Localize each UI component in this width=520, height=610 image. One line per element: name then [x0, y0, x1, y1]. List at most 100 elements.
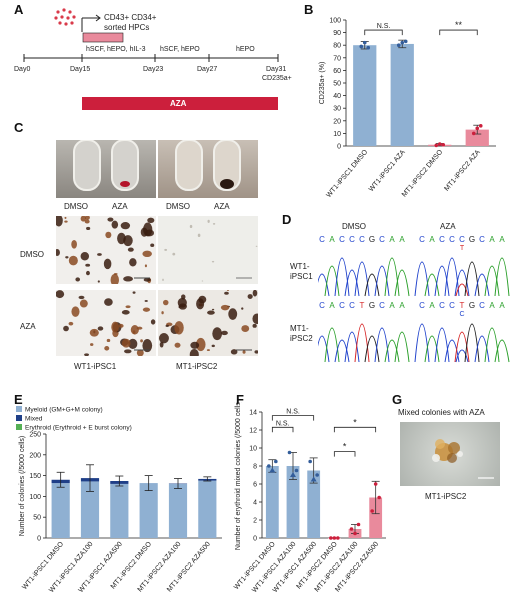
stain-spot	[64, 220, 68, 223]
y-tick-label: 0	[337, 144, 341, 151]
y-tick-label: 200	[29, 452, 41, 459]
trace-peak	[484, 265, 500, 297]
y-tick-label: 10	[249, 446, 257, 453]
stain-spot	[242, 350, 246, 354]
stain-spot	[80, 216, 87, 222]
base-call: A	[429, 235, 435, 244]
stain-spot	[140, 339, 143, 343]
day-label-3: Day27	[197, 66, 218, 73]
day-label-0: Day0	[14, 66, 31, 73]
stain-spot	[125, 305, 131, 309]
data-point	[315, 473, 319, 477]
trace-peak	[318, 273, 330, 297]
data-point	[267, 464, 271, 468]
bar	[369, 497, 383, 538]
bar	[307, 470, 321, 538]
trace-peak	[444, 339, 460, 363]
final-marker-label: CD235a+	[262, 75, 292, 82]
y-tick-label: 30	[333, 106, 341, 113]
stain-spot	[111, 220, 119, 229]
tube-label-4: AZA	[214, 202, 230, 211]
significance-label: **	[455, 20, 463, 30]
stain-spot	[63, 325, 69, 332]
stain-spot	[104, 346, 110, 351]
seq-row-label-mt-2: iPSC2	[290, 334, 313, 343]
stain-spot	[121, 338, 131, 348]
base-call: A	[429, 301, 435, 310]
y-tick-label: 60	[333, 68, 341, 75]
trace-peak	[364, 335, 380, 363]
stain-spot	[142, 339, 153, 353]
tube-photo-mt	[158, 140, 258, 198]
stain-spot	[189, 348, 199, 356]
chromatogram-panel: C A C C C G C A A C A C C C G C A ATC A C C T G C A A C A C C T G C A AC	[318, 235, 510, 363]
stain-spot	[111, 321, 119, 333]
base-call: G	[369, 301, 375, 310]
panel-label-e: E	[14, 392, 23, 407]
data-point	[471, 131, 476, 136]
base-call: A	[389, 235, 395, 244]
stain-spot	[107, 217, 114, 222]
base-call: A	[499, 235, 505, 244]
stain-spot	[85, 263, 91, 267]
stain-spot	[142, 250, 152, 258]
base-call: C	[359, 235, 365, 244]
trace-peak	[494, 257, 510, 297]
data-point	[475, 126, 480, 131]
base-call: C	[449, 235, 455, 244]
base-call: C	[419, 301, 425, 310]
base-call: A	[329, 235, 335, 244]
stain-spot	[120, 222, 131, 230]
seq-col-label-aza: AZA	[440, 222, 456, 231]
stain-spot	[207, 219, 210, 223]
stain-spot	[162, 278, 164, 282]
stain-spot	[162, 299, 169, 306]
data-point	[373, 482, 378, 486]
trace-peak	[364, 273, 380, 297]
bar	[353, 45, 377, 147]
base-call: C	[439, 235, 445, 244]
stain-spot	[252, 313, 258, 325]
bar	[390, 43, 414, 146]
stain-spot	[123, 276, 133, 282]
stain-spot	[56, 290, 65, 299]
significance-bracket	[271, 426, 294, 433]
base-call: C	[339, 301, 345, 310]
stain-spot	[201, 280, 204, 282]
trace-mt-aza: C A C C T G C A AC	[414, 301, 510, 363]
stain-spot	[97, 326, 104, 331]
data-point	[377, 495, 381, 500]
stain-spot	[71, 240, 77, 249]
data-point	[437, 142, 442, 146]
stain-spot	[164, 248, 168, 251]
base-call: A	[489, 235, 495, 244]
stain-spot	[136, 326, 143, 330]
panel-g-title: Mixed colonies with AZA	[398, 408, 485, 417]
y-tick-label: 50	[333, 81, 341, 88]
stain-spot	[89, 328, 99, 337]
trace-peak	[334, 257, 350, 297]
stain-spot	[132, 291, 136, 294]
base-call: A	[399, 301, 405, 310]
stage2-label: hSCF, hEPO	[160, 46, 200, 53]
stain-spot	[121, 310, 130, 315]
stain-spot	[56, 248, 60, 257]
stain-spot	[221, 330, 228, 336]
significance-bracket	[333, 426, 377, 433]
trace-peak	[374, 327, 390, 363]
stain-spot	[159, 341, 164, 348]
data-point	[349, 527, 354, 531]
base-call: C	[319, 235, 325, 244]
y-tick-label: 2	[253, 518, 257, 525]
stain-spot	[211, 260, 215, 263]
base-call: G	[469, 301, 475, 310]
panel-label-b: B	[304, 2, 314, 17]
base-call: A	[399, 235, 405, 244]
panel-label-c: C	[14, 120, 24, 135]
seq-col-label-dmso: DMSO	[342, 222, 366, 231]
stain-spot	[113, 272, 118, 275]
trace-peak	[354, 323, 370, 363]
variant-call: T	[460, 245, 465, 252]
